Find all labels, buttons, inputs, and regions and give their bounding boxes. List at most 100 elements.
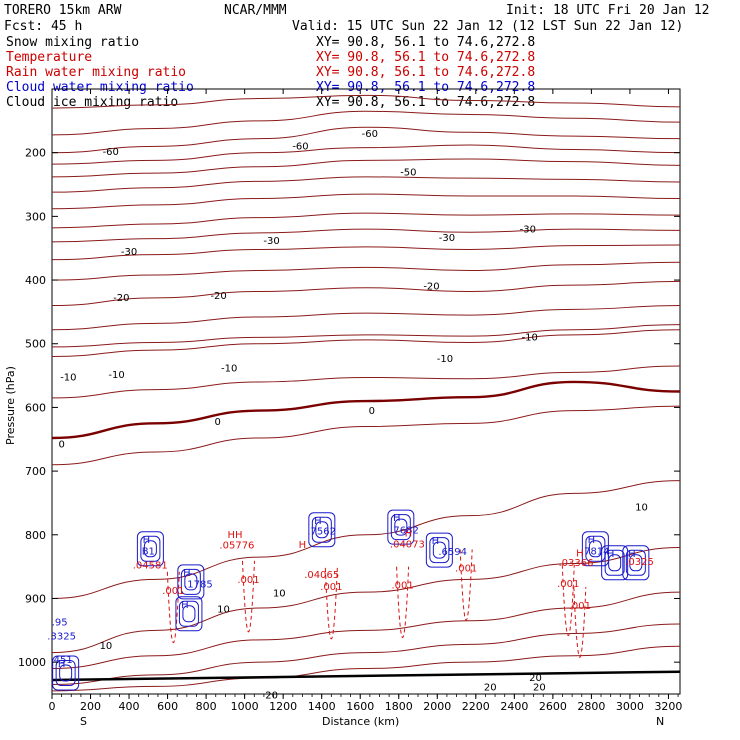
x-tick-label: 1400 [308,700,336,713]
isotherm-line [51,110,681,136]
cloud-water-contour [140,535,161,562]
rain-contour [324,567,338,640]
rain-label: .03366 [558,558,593,569]
y-tick-label: 300 [25,210,46,223]
field-name: Cloud ice mixing ratio [6,95,178,110]
rain-label: HH [227,530,242,541]
x-tick-label: 0 [49,700,56,713]
isotherm-line [51,645,681,692]
field-name: Cloud water mixing ratio [6,80,194,95]
cloud-water-contour [182,605,196,623]
isotherm-label: -30 [121,247,137,258]
cloud-water-label: B1 [142,546,155,557]
cloud-water-label: H [588,535,596,546]
isotherm-line [51,305,681,331]
cloud-water-label: .7814 [581,546,610,557]
cloud-water-contour [588,540,602,558]
cloud-water-contour [581,531,609,567]
rain-contour [573,586,587,658]
isotherm-label: 10 [100,641,113,652]
cloud-water-label: H [628,549,636,560]
cloud-water-label: H [183,568,191,579]
isotherm-label: -10 [108,370,124,381]
y-tick-label: 500 [25,338,46,351]
rain-label: .04581 [133,560,168,571]
isotherm-line [51,365,681,399]
isotherm-label: -60 [103,147,119,158]
isotherm-line [51,261,681,281]
isotherm-label: 0 [369,406,375,417]
isotherm-label: -10 [437,354,453,365]
isotherm-label: -10 [60,372,76,383]
cloud-water-contour [625,549,646,576]
isotherm-line [51,380,681,440]
cloud-water-contour [608,554,622,572]
cloud-water-contour [55,659,76,686]
field-coords: XY= 90.8, 56.1 to 74.6,272.8 [316,35,535,50]
isotherm-line [51,591,681,670]
x-tick-label: 2600 [539,700,567,713]
cloud-water-label: H [607,549,615,560]
model-title: TORERO 15km ARW [4,3,122,18]
valid-time: Valid: 15 UTC Sun 22 Jan 12 (12 LST Sun … [292,19,683,34]
isotherm-label: -60 [292,141,308,152]
isotherm-label: 10 [635,502,648,513]
isotherm-label: 0 [214,417,220,428]
isotherm-line [51,244,681,261]
rain-contour [396,566,410,639]
ground-line [51,670,681,682]
isotherm-line [51,158,681,178]
y-tick-label: 1000 [18,656,46,669]
cloud-water-contour [178,600,199,627]
isotherm-label: -30 [520,225,536,236]
isotherm-line [51,623,681,685]
field-name: Temperature [6,50,92,65]
rain-label: .001 [391,581,413,592]
cloud-water-label: .451 [50,655,72,666]
cloud-water-label: H [432,536,440,547]
isotherm-label: -20 [210,291,226,302]
isotherm-line [51,280,681,307]
cloud-water-contour [390,514,411,541]
cloud-water-contour [425,532,453,568]
isotherm-line [51,176,681,193]
cloud-water-contour [394,518,408,536]
rain-label: .001 [237,575,259,586]
cloud-water-contour [308,512,336,548]
x-tick-label: 1000 [231,700,259,713]
cloud-water-label: .3325 [47,632,76,643]
rain-label: H [299,540,307,551]
isotherm-label: 20 [484,683,497,694]
cloud-water-label: H [393,513,401,524]
isotherm-label: -10 [522,332,538,343]
field-name: Snow mixing ratio [6,35,139,50]
cloud-water-contour [143,540,157,558]
isotherm-label: 10 [217,604,230,615]
isotherm-line [51,324,681,348]
center-title: NCAR/MMM [224,3,287,18]
isotherm-line [51,228,681,243]
isotherm-line [51,547,681,654]
x-tick-label: 1200 [269,700,297,713]
cloud-water-contour [184,573,198,591]
cloud-water-label: H [143,535,151,546]
isotherm-label: -20 [423,281,439,292]
rain-label: .04073 [390,539,425,550]
x-tick-label: 2200 [462,700,490,713]
isotherm-label: 20 [529,673,542,684]
field-coords: XY= 90.8, 56.1 to 74.6,272.8 [316,80,535,95]
x-tick-label: 600 [157,700,178,713]
cloud-water-label: .7562 [307,527,336,538]
x-tick-label: 2800 [577,700,605,713]
x-tick-label: 2000 [423,700,451,713]
x-tick-label: 2400 [500,700,528,713]
y-tick-label: 800 [25,529,46,542]
cloud-water-label: .1785 [184,579,213,590]
y-axis-label: Pressure (hPa) [4,366,17,445]
y-tick-label: 900 [25,592,46,605]
isotherm-label: -50 [400,167,416,178]
cloud-water-label: H [314,516,322,527]
cloud-water-contour [601,545,629,581]
cloud-water-contour [136,531,164,567]
